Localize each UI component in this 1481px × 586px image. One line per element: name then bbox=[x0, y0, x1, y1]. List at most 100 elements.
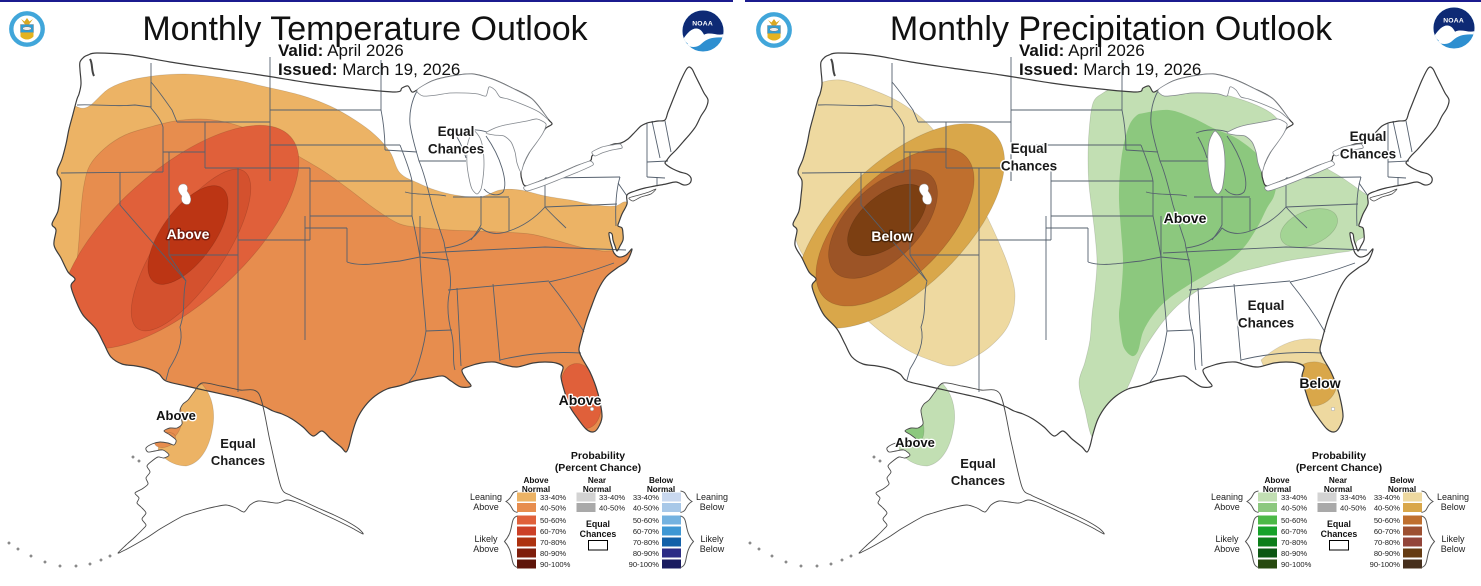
svg-text:NOAA: NOAA bbox=[1443, 17, 1464, 24]
svg-text:Likely: Likely bbox=[474, 534, 498, 544]
svg-text:Monthly Temperature Outlook: Monthly Temperature Outlook bbox=[142, 10, 588, 48]
svg-text:40-50%: 40-50% bbox=[633, 504, 659, 513]
svg-text:Above: Above bbox=[523, 476, 548, 485]
svg-text:60-70%: 60-70% bbox=[1374, 527, 1400, 536]
svg-text:Likely: Likely bbox=[1441, 534, 1465, 544]
svg-text:33-40%: 33-40% bbox=[633, 493, 659, 502]
svg-text:Equal: Equal bbox=[220, 436, 255, 451]
svg-text:Near: Near bbox=[1329, 476, 1348, 485]
svg-text:Equal: Equal bbox=[1248, 298, 1285, 313]
svg-text:60-70%: 60-70% bbox=[540, 527, 566, 536]
svg-text:Above: Above bbox=[473, 502, 499, 512]
svg-text:Above: Above bbox=[473, 544, 499, 554]
svg-text:Chances: Chances bbox=[211, 453, 265, 468]
svg-text:Above: Above bbox=[1164, 210, 1207, 226]
svg-text:33-40%: 33-40% bbox=[1340, 493, 1366, 502]
svg-text:33-40%: 33-40% bbox=[1281, 493, 1307, 502]
svg-text:Below: Below bbox=[649, 476, 674, 485]
svg-text:Chances: Chances bbox=[951, 473, 1005, 488]
svg-text:Normal: Normal bbox=[1324, 485, 1352, 494]
svg-text:Issued: March 19, 2026: Issued: March 19, 2026 bbox=[278, 60, 460, 79]
svg-text:Above: Above bbox=[559, 392, 602, 408]
svg-text:Issued: March 19, 2026: Issued: March 19, 2026 bbox=[1019, 60, 1201, 79]
svg-text:Above: Above bbox=[559, 392, 602, 408]
svg-text:Equal: Equal bbox=[1350, 129, 1387, 144]
svg-text:Normal: Normal bbox=[583, 485, 611, 494]
svg-text:Leaning: Leaning bbox=[470, 492, 502, 502]
svg-text:90-100%: 90-100% bbox=[629, 560, 660, 569]
svg-text:40-50%: 40-50% bbox=[1374, 504, 1400, 513]
svg-text:NOAA: NOAA bbox=[692, 20, 713, 27]
svg-text:Equal: Equal bbox=[960, 456, 995, 471]
svg-text:Normal: Normal bbox=[647, 485, 675, 494]
svg-text:Chances: Chances bbox=[1238, 316, 1294, 331]
svg-text:Above: Above bbox=[1264, 476, 1289, 485]
svg-text:50-60%: 50-60% bbox=[1374, 516, 1400, 525]
svg-text:Equal: Equal bbox=[220, 436, 255, 451]
svg-text:Leaning: Leaning bbox=[696, 492, 728, 502]
svg-text:Below: Below bbox=[1441, 502, 1466, 512]
svg-text:70-80%: 70-80% bbox=[1374, 538, 1400, 547]
svg-text:Below: Below bbox=[700, 502, 725, 512]
svg-text:Above: Above bbox=[1214, 544, 1240, 554]
svg-text:33-40%: 33-40% bbox=[540, 493, 566, 502]
svg-text:Probability: Probability bbox=[571, 450, 625, 462]
svg-text:Equal: Equal bbox=[960, 456, 995, 471]
svg-text:50-60%: 50-60% bbox=[1281, 516, 1307, 525]
svg-text:Equal: Equal bbox=[438, 124, 475, 139]
svg-text:Equal: Equal bbox=[1350, 129, 1387, 144]
svg-text:Above: Above bbox=[156, 408, 196, 423]
svg-text:80-90%: 80-90% bbox=[1281, 549, 1307, 558]
svg-text:Above: Above bbox=[156, 408, 196, 423]
svg-text:Equal: Equal bbox=[1248, 298, 1285, 313]
svg-text:Chances: Chances bbox=[1340, 147, 1396, 162]
svg-text:Valid: April 2026: Valid: April 2026 bbox=[1019, 41, 1145, 60]
svg-text:Below: Below bbox=[1390, 476, 1415, 485]
svg-text:Chances: Chances bbox=[428, 142, 484, 157]
svg-text:Below: Below bbox=[1299, 375, 1340, 391]
svg-text:33-40%: 33-40% bbox=[599, 493, 625, 502]
svg-text:Equal: Equal bbox=[586, 519, 610, 529]
svg-text:Chances: Chances bbox=[1321, 529, 1358, 539]
svg-text:80-90%: 80-90% bbox=[1374, 549, 1400, 558]
svg-text:Below: Below bbox=[871, 228, 912, 244]
svg-text:Equal: Equal bbox=[1327, 519, 1351, 529]
svg-text:Below: Below bbox=[700, 544, 725, 554]
svg-text:70-80%: 70-80% bbox=[540, 538, 566, 547]
svg-text:Normal: Normal bbox=[1263, 485, 1291, 494]
svg-text:Equal: Equal bbox=[1011, 141, 1048, 156]
svg-text:Likely: Likely bbox=[1215, 534, 1239, 544]
svg-text:Chances: Chances bbox=[211, 453, 265, 468]
svg-text:60-70%: 60-70% bbox=[1281, 527, 1307, 536]
svg-text:Equal: Equal bbox=[438, 124, 475, 139]
svg-text:Leaning: Leaning bbox=[1437, 492, 1469, 502]
svg-text:40-50%: 40-50% bbox=[1340, 504, 1366, 513]
svg-text:60-70%: 60-70% bbox=[633, 527, 659, 536]
svg-text:Chances: Chances bbox=[428, 142, 484, 157]
svg-text:Chances: Chances bbox=[1238, 316, 1294, 331]
svg-text:70-80%: 70-80% bbox=[633, 538, 659, 547]
svg-text:Equal: Equal bbox=[1011, 141, 1048, 156]
svg-text:50-60%: 50-60% bbox=[633, 516, 659, 525]
svg-text:80-90%: 80-90% bbox=[633, 549, 659, 558]
svg-text:Below: Below bbox=[1299, 375, 1340, 391]
svg-text:Monthly Precipitation Outlook: Monthly Precipitation Outlook bbox=[890, 10, 1333, 48]
svg-text:Chances: Chances bbox=[580, 529, 617, 539]
svg-text:Above: Above bbox=[895, 435, 935, 450]
svg-text:Below: Below bbox=[1441, 544, 1466, 554]
svg-text:40-50%: 40-50% bbox=[599, 504, 625, 513]
svg-text:33-40%: 33-40% bbox=[1374, 493, 1400, 502]
svg-text:Above: Above bbox=[1164, 210, 1207, 226]
svg-text:Chances: Chances bbox=[1340, 147, 1396, 162]
svg-text:(Percent Chance): (Percent Chance) bbox=[555, 462, 641, 474]
svg-text:70-80%: 70-80% bbox=[1281, 538, 1307, 547]
svg-text:Normal: Normal bbox=[1388, 485, 1416, 494]
svg-text:(Percent Chance): (Percent Chance) bbox=[1296, 462, 1382, 474]
svg-text:Above: Above bbox=[1214, 502, 1240, 512]
svg-text:Likely: Likely bbox=[700, 534, 724, 544]
svg-text:Leaning: Leaning bbox=[1211, 492, 1243, 502]
svg-text:90-100%: 90-100% bbox=[1370, 560, 1401, 569]
svg-text:Above: Above bbox=[895, 435, 935, 450]
svg-text:Below: Below bbox=[871, 228, 912, 244]
svg-text:50-60%: 50-60% bbox=[540, 516, 566, 525]
